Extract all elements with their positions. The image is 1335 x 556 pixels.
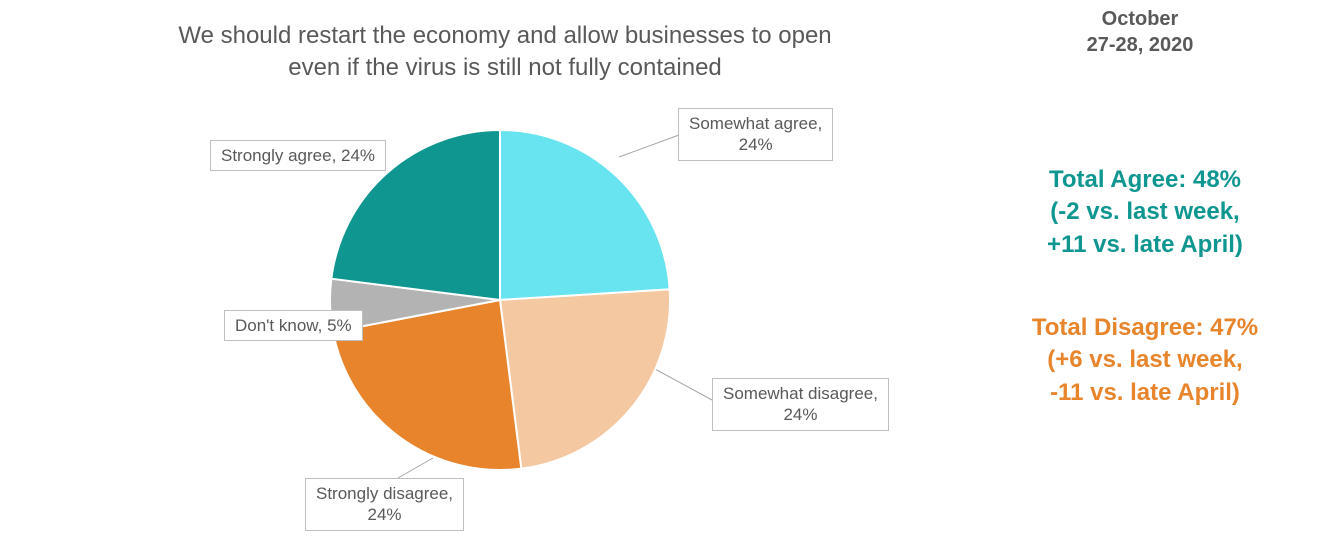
date-line2: 27-28, 2020 [1087,34,1194,56]
summary-agree-line2: (-2 vs. last week, [1050,198,1239,225]
summary-disagree-line3: -11 vs. late April) [1050,379,1240,406]
callout-strongly-disagree: Strongly disagree,24% [305,478,464,531]
callout-somewhat-disagree: Somewhat disagree,24% [712,378,889,431]
callout-dont-know: Don't know, 5% [224,310,363,341]
chart-title: We should restart the economy and allow … [165,20,845,85]
summary-disagree: Total Disagree: 47% (+6 vs. last week, -… [980,312,1310,409]
date-line1: October [1102,8,1179,30]
callout-somewhat-agree: Somewhat agree,24% [678,108,833,161]
summary-agree-line1: Total Agree: 48% [1049,166,1241,193]
summary-disagree-line1: Total Disagree: 47% [1032,314,1258,341]
summary-disagree-line2: (+6 vs. last week, [1047,346,1242,373]
summary-agree: Total Agree: 48% (-2 vs. last week, +11 … [980,164,1310,261]
pie-slice-somewhat-disagree [500,289,670,468]
summary-agree-line3: +11 vs. late April) [1047,231,1243,258]
date-range: October 27-28, 2020 [1030,6,1250,58]
pie-slice-somewhat-agree [500,130,670,300]
callout-strongly-agree: Strongly agree, 24% [210,140,386,171]
